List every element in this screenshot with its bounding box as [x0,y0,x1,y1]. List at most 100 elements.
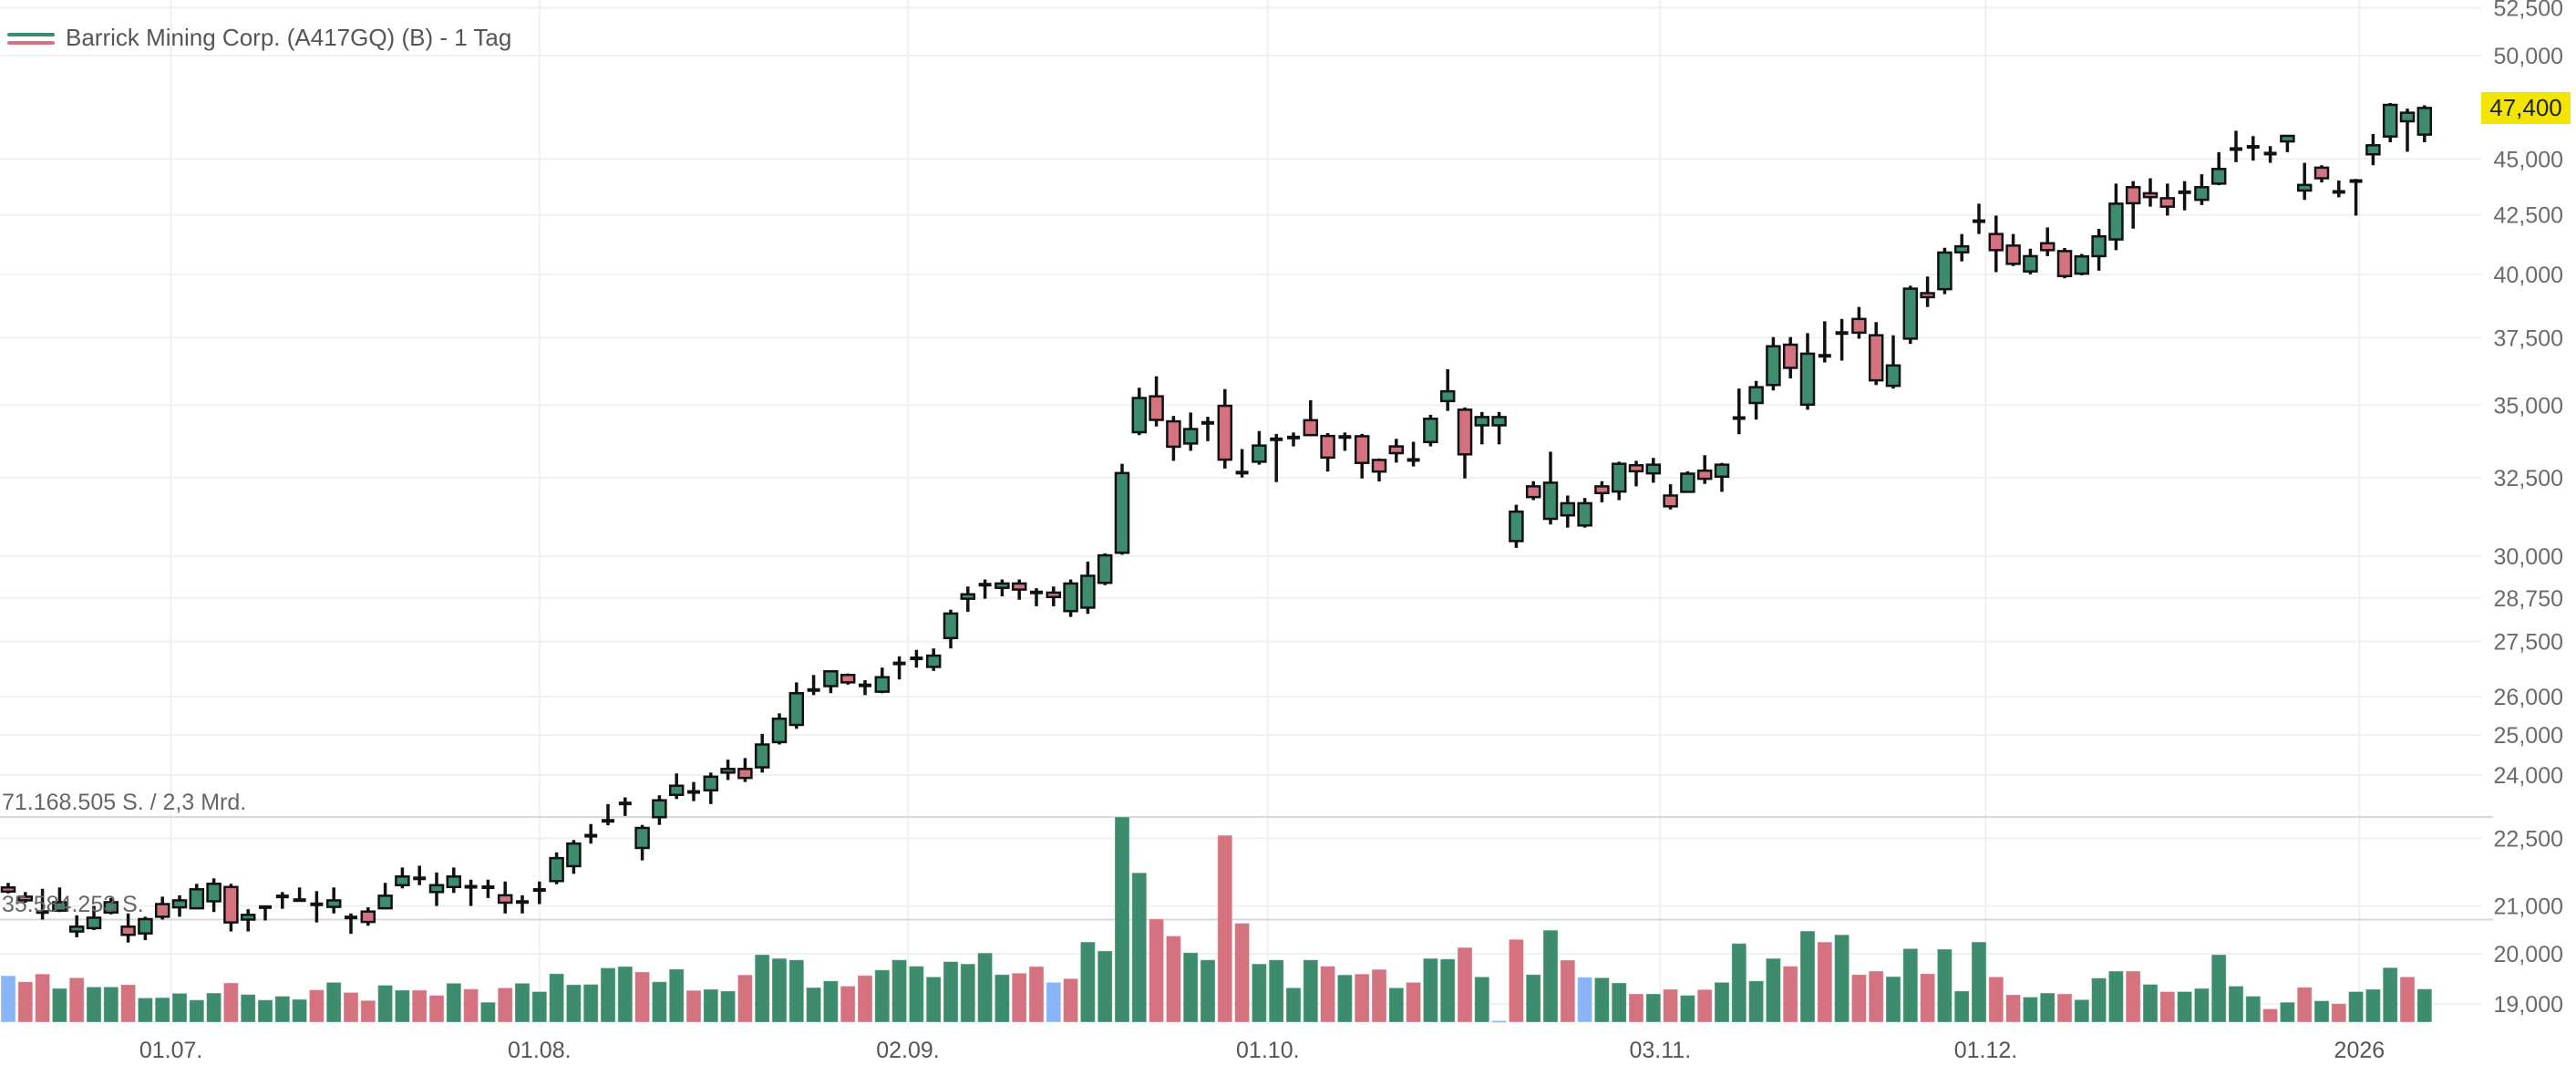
candle [1457,407,1473,479]
volume-bars [0,816,2433,1023]
candle-body [1217,404,1233,461]
candle [584,823,598,844]
candle [52,887,67,913]
candle-body [1748,386,1764,405]
candle [345,913,357,935]
candle-doji-body [2246,145,2260,150]
volume-bar [2056,993,2073,1023]
candle-body [428,884,445,894]
candle-body [377,894,393,910]
date-axis[interactable]: 01.07. 01.08. 02.09. 01.10. 03.11. 01.12. 2026 [139,1038,2385,1063]
candle-doji-body [1835,331,1849,336]
volume-bar [1902,947,1919,1023]
candle [395,867,410,889]
volume-bar [1765,957,1781,1023]
candle [2399,109,2416,152]
candle [1920,276,1935,307]
candle-body [1046,591,1062,599]
candle-body [1696,469,1713,481]
candle [2194,174,2210,205]
candle [1988,215,2004,273]
candle-body [1953,244,1970,253]
candle-body [2039,242,2056,252]
volume-bar [1731,943,1747,1023]
candle [1371,458,1387,482]
candle-body [2210,168,2227,185]
candle [1080,561,1096,615]
candle [1868,322,1884,386]
candle-doji-body [2178,190,2191,194]
volume-bar [1971,941,1987,1023]
volume-bar [2091,977,2107,1023]
candle [68,915,85,937]
volume-bar [1149,918,1165,1023]
volume-bar [1457,946,1473,1023]
candle-doji-body [36,910,49,915]
volume-bar [308,989,325,1023]
date-tick-label: 2026 [2334,1038,2385,1063]
volume-bar [240,994,256,1023]
candle-body [2416,107,2433,136]
candle [1953,233,1970,262]
volume-bar [1491,1019,1508,1023]
candle [737,758,753,782]
volume-bar [1303,959,1319,1023]
volume-bar [943,961,959,1023]
volume-bar [2348,990,2365,1023]
chart-legend[interactable]: Barrick Mining Corp. (A417GQ) (B) - 1 Ta… [7,24,511,52]
volume-bar [360,999,376,1023]
volume-bar [908,966,924,1023]
volume-bar [0,975,16,1023]
volume-bar [1885,976,1901,1023]
candle-body [1663,494,1678,508]
volume-bar [1834,934,1850,1023]
price-axis[interactable]: 52,500 50,000 45,000 42,500 40,000 37,500 35,0… [2494,0,2563,1018]
candle-body [925,654,942,668]
candle-doji-body [1270,437,1283,441]
candle [464,879,478,906]
volume-bar [2399,976,2416,1023]
candle [807,675,820,696]
volume-bar [137,997,153,1023]
candle-doji-body [2263,151,2277,156]
candle [1542,451,1559,525]
volume-bar [1508,938,1524,1023]
candle [1645,458,1662,483]
volume-bar [1234,923,1251,1023]
volume-bar [1182,952,1199,1023]
volume-bar [2125,970,2141,1023]
volume-bar [925,976,942,1023]
candle-body [668,784,685,796]
candle [1799,333,1816,410]
candle [1818,321,1831,363]
candle-body [788,692,805,727]
candle-doji-body [2332,190,2345,194]
volume-bar [154,997,170,1023]
candle-body [1439,389,1456,403]
volume-bar [446,982,462,1023]
candle-body [1131,397,1148,434]
volume-bar [68,977,85,1023]
price-tick-label: 21,000 [2494,894,2563,920]
volume-bar [2416,988,2433,1023]
candle [223,884,239,932]
candle-body [652,799,667,819]
candle [293,887,306,903]
volume-bar [1063,977,1079,1023]
volume-bar [840,985,856,1023]
volume-bar [2107,970,2124,1023]
candle [1131,388,1148,436]
candle-doji-body [464,884,478,889]
candle [892,656,906,680]
volume-bar [668,968,685,1023]
candle [1696,455,1713,484]
candle-doji-body [618,801,632,806]
candle-body [2125,186,2141,205]
candle-doji-body [687,790,700,794]
last-price-badge: 47,400 [2481,92,2571,124]
volume-bar [2193,987,2210,1023]
volume-bar [1525,974,1541,1023]
candle-body [1542,481,1559,521]
volume-bar [428,995,445,1023]
